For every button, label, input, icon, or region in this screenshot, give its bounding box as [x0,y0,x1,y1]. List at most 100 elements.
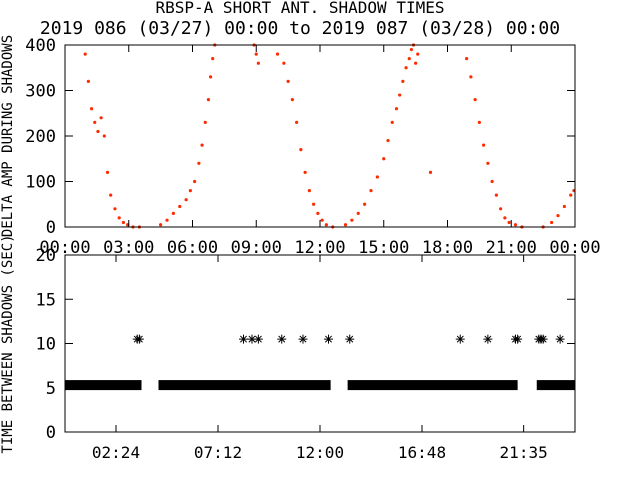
star-marker [513,334,523,344]
star-marker [253,334,263,344]
data-point [409,47,413,52]
top-x-tick-label: 06:00 [167,238,218,258]
data-point [89,107,94,111]
data-point [159,223,163,227]
data-point [256,61,260,65]
data-point [394,107,399,111]
data-point [275,52,280,56]
star-band [158,380,331,391]
star-marker [239,334,248,344]
data-point [99,116,103,120]
star-marker [345,334,355,344]
top-data-points [83,43,576,229]
data-point [165,218,169,222]
data-point [299,148,303,152]
data-point [171,211,175,215]
bottom-y-tick-label: 0 [46,423,56,443]
top-x-tick-label: 00:00 [39,238,90,258]
data-point [316,211,320,215]
top-y-axis-label: DELTA AMP DURING SHADOWS [0,35,16,237]
top-x-tick-label: 00:00 [549,238,600,258]
data-point [486,161,490,165]
data-point [208,75,213,79]
star-band [536,380,575,391]
data-point [324,223,328,227]
data-point [507,220,511,225]
data-point [398,93,402,97]
data-point [286,79,290,83]
top-x-tick-label: 03:00 [103,238,154,258]
star-marker [324,334,333,344]
data-point [203,120,207,124]
data-point [188,189,192,193]
data-point [102,134,106,138]
bottom-plot-frame [64,254,576,433]
data-point [382,157,386,161]
top-x-tick-label: 09:00 [231,238,282,258]
data-point [401,79,405,83]
bottom-data-points [65,334,575,391]
bottom-y-axis-label: TIME BETWEEN SHADOWS (SEC) [0,234,16,453]
data-point [490,179,494,184]
data-point [428,170,433,174]
top-y-tick-label: 0 [46,218,56,238]
data-point [184,198,188,202]
top-x-tick-label: 21:00 [486,238,537,258]
bottom-y-tick-label: 15 [36,290,56,310]
top-y-tick-label: 300 [25,82,56,102]
star-marker [277,334,287,344]
data-point [469,75,473,79]
bottom-axis-ticks: 02:24 07:12 12:00 16:48 21:35 0 5 10 15 20 [36,246,575,462]
data-point [416,52,420,56]
bottom-y-tick-label: 10 [36,335,56,355]
data-point [109,193,113,197]
data-point [282,61,286,65]
data-point [513,223,518,227]
data-point [320,218,324,222]
data-point [117,216,121,220]
bottom-y-tick-label: 20 [36,246,56,266]
star-marker [483,334,493,344]
data-point [93,120,97,124]
top-y-tick-label: 400 [25,36,56,56]
top-plot-frame [64,44,576,228]
top-x-tick-label: 15:00 [358,238,409,258]
data-point [86,79,90,83]
data-point [206,98,211,102]
data-point [503,216,507,220]
data-point [307,189,311,193]
plot-subtitle: 2019 086 (03/27) 00:00 to 2019 087 (03/2… [40,18,560,39]
star-marker [298,334,308,344]
data-point [369,189,373,193]
data-point [83,52,87,56]
bottom-y-tick-label: 5 [46,379,56,399]
data-point [477,120,481,124]
bottom-panel: 02:24 07:12 12:00 16:48 21:35 0 5 10 15 20 TIME B… [0,234,576,462]
data-point [211,57,215,61]
bottom-x-tick-label: 02:24 [92,443,140,462]
data-point [121,220,126,225]
data-point [312,202,316,206]
data-point [290,98,294,102]
data-point [105,170,110,174]
top-x-tick-label: 18:00 [422,238,473,258]
data-point [482,143,486,147]
data-point [562,204,566,209]
data-point [356,211,360,215]
data-point [473,98,477,102]
data-point [499,207,503,211]
data-point [350,218,354,222]
data-point [197,161,201,165]
data-point [390,120,394,124]
data-point [254,52,258,56]
data-point [550,220,554,225]
data-point [303,170,307,174]
top-y-tick-label: 100 [25,173,56,193]
star-band [347,380,518,391]
data-point [569,193,573,197]
data-point [465,57,469,61]
star-marker [134,334,144,344]
bottom-x-tick-label: 12:00 [296,443,344,462]
top-panel: 00:00 03:00 06:00 09:00 12:00 15:00 18:00 21:00… [0,35,601,258]
data-point [556,214,560,218]
